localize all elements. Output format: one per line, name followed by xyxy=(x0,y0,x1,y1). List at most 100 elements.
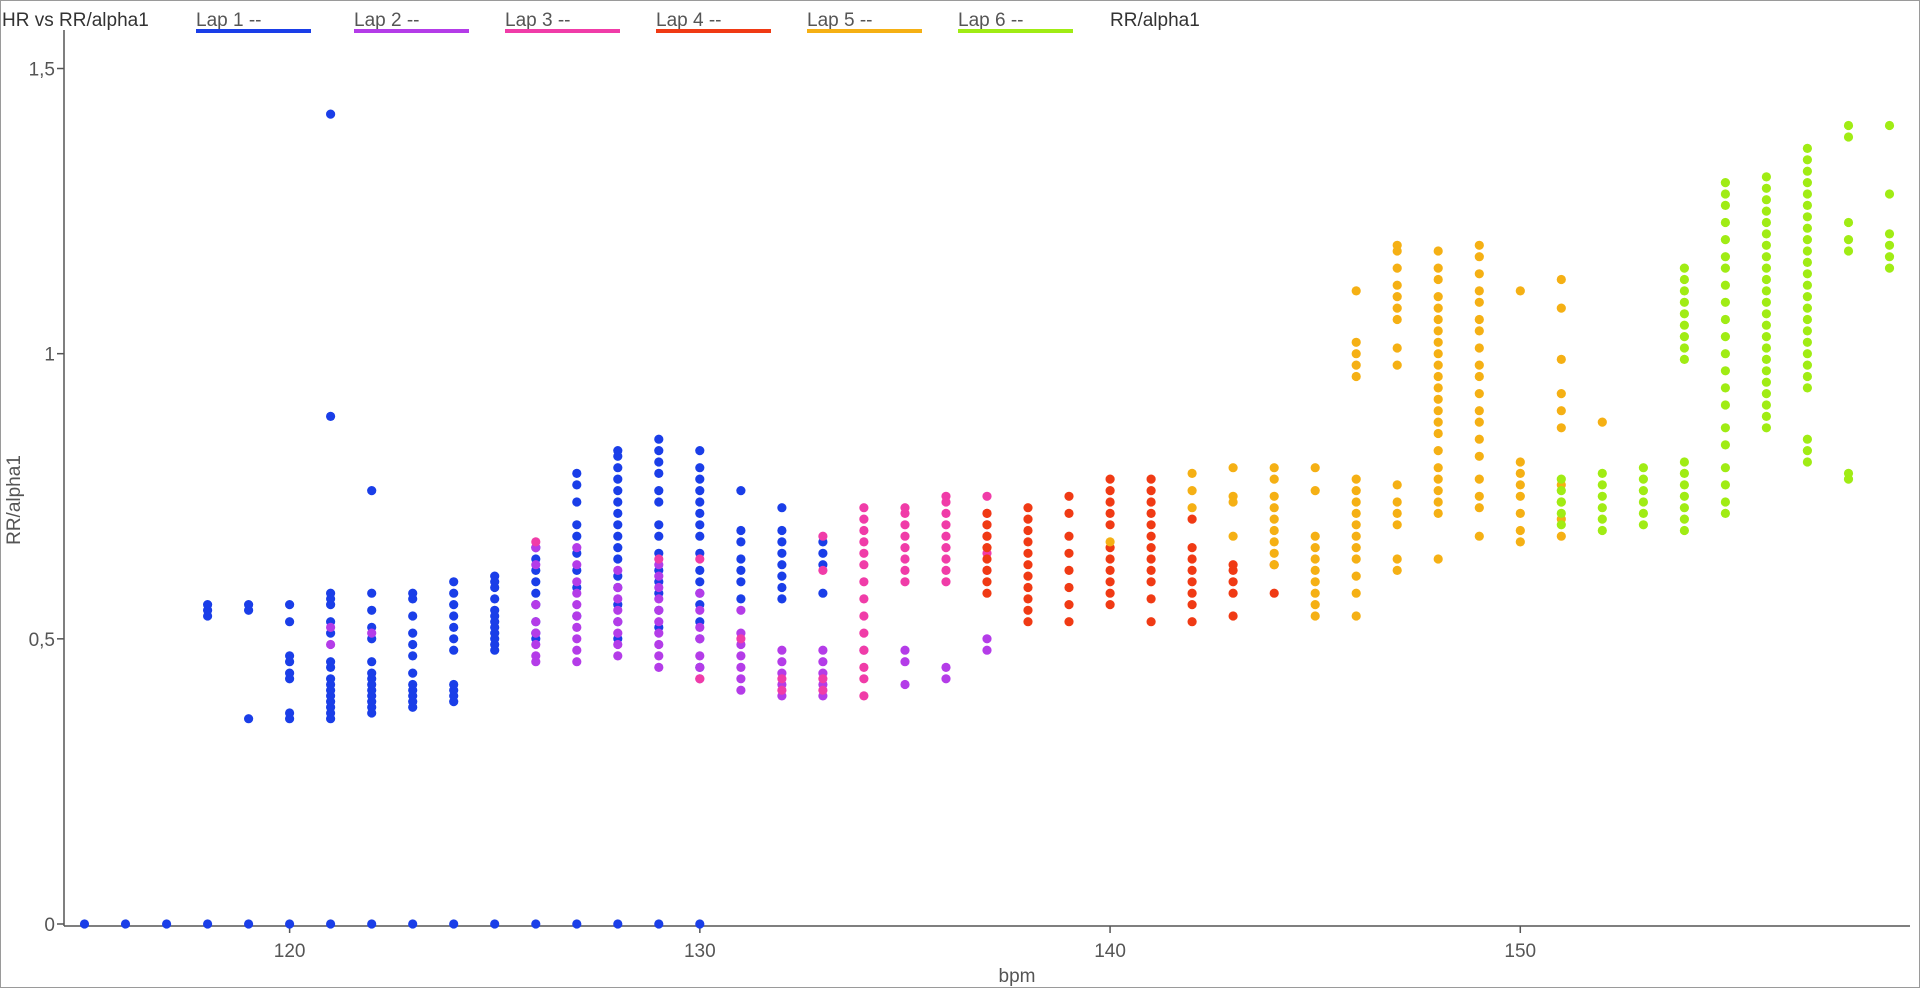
data-point xyxy=(326,919,336,929)
data-point xyxy=(1433,406,1443,416)
data-point xyxy=(654,617,664,627)
data-point xyxy=(1474,314,1484,325)
data-point xyxy=(449,679,459,690)
data-point xyxy=(695,577,705,587)
data-point xyxy=(449,622,459,633)
data-point xyxy=(1064,565,1074,576)
data-point xyxy=(449,919,459,929)
legend-item-lap-2[interactable]: Lap 2 -- xyxy=(354,10,420,31)
data-point xyxy=(367,668,377,678)
data-point xyxy=(1187,554,1197,564)
data-point xyxy=(1433,326,1443,336)
data-point xyxy=(1802,360,1812,370)
series-lap-3 xyxy=(531,491,992,701)
data-point xyxy=(531,919,541,929)
data-point xyxy=(1474,371,1484,382)
legend-item-lap-3[interactable]: Lap 3 -- xyxy=(505,10,571,31)
data-point xyxy=(1146,531,1156,541)
data-point xyxy=(1474,343,1484,353)
data-point xyxy=(1720,252,1730,262)
data-point xyxy=(1023,525,1033,536)
data-point xyxy=(1351,543,1361,553)
data-point xyxy=(1597,480,1607,490)
data-point xyxy=(572,657,582,667)
data-point xyxy=(982,565,992,576)
data-point xyxy=(777,685,787,695)
data-point xyxy=(1638,520,1648,530)
legend-item-lap-4[interactable]: Lap 4 -- xyxy=(656,10,722,31)
data-point xyxy=(1679,503,1689,513)
data-point xyxy=(818,588,828,598)
data-point xyxy=(1351,337,1361,347)
data-point xyxy=(1187,565,1197,576)
data-point xyxy=(1433,486,1443,496)
data-point xyxy=(1351,360,1361,370)
data-point xyxy=(285,600,295,610)
data-point xyxy=(79,919,90,929)
data-point xyxy=(572,560,582,570)
data-point xyxy=(1146,520,1156,530)
data-point xyxy=(1761,343,1771,353)
data-point xyxy=(1556,486,1566,496)
data-point xyxy=(1351,531,1361,541)
data-point xyxy=(900,554,910,564)
data-point xyxy=(982,588,992,598)
data-point xyxy=(1228,463,1238,473)
data-point xyxy=(408,919,418,929)
data-point xyxy=(654,468,664,478)
data-point xyxy=(1105,600,1115,610)
data-point xyxy=(1310,577,1320,587)
data-point xyxy=(326,588,336,598)
data-point xyxy=(1761,400,1771,410)
data-point xyxy=(941,531,951,541)
data-point xyxy=(1064,617,1074,627)
data-point xyxy=(900,520,910,530)
data-point xyxy=(203,919,213,929)
data-point xyxy=(654,662,664,673)
data-point xyxy=(1187,617,1197,627)
data-point xyxy=(859,577,869,587)
data-point xyxy=(736,565,746,576)
data-point xyxy=(777,548,787,558)
data-point xyxy=(162,919,172,929)
data-point xyxy=(1433,349,1443,359)
data-point xyxy=(203,600,213,610)
data-point xyxy=(859,645,869,655)
data-point xyxy=(1720,400,1730,410)
series-lap-4 xyxy=(982,474,1279,627)
legend-item-lap-1[interactable]: Lap 1 -- xyxy=(196,10,262,31)
data-point xyxy=(1105,497,1115,507)
data-point xyxy=(1720,235,1730,245)
data-point xyxy=(1310,543,1320,553)
data-point xyxy=(1761,423,1771,433)
data-point xyxy=(1802,235,1812,245)
legend-item-lap-6[interactable]: Lap 6 -- xyxy=(958,10,1024,31)
data-point xyxy=(859,628,869,638)
data-point xyxy=(1802,446,1812,456)
data-point xyxy=(1761,263,1771,273)
data-point xyxy=(1433,428,1443,439)
data-point xyxy=(859,525,869,536)
data-point xyxy=(1351,286,1361,296)
data-point xyxy=(613,543,623,553)
data-point xyxy=(1679,514,1689,524)
data-point xyxy=(1515,491,1525,501)
data-point xyxy=(654,554,664,564)
data-point xyxy=(1392,240,1402,250)
data-point xyxy=(736,651,746,661)
data-point xyxy=(1761,217,1771,228)
data-point xyxy=(1884,189,1895,199)
data-point xyxy=(818,645,828,655)
data-point xyxy=(1269,463,1279,473)
legend-item-rr-alpha1[interactable]: RR/alpha1 xyxy=(1110,10,1200,31)
data-point xyxy=(818,674,828,684)
data-point xyxy=(695,474,705,484)
data-point xyxy=(1433,554,1443,564)
data-point xyxy=(1351,554,1361,564)
data-point xyxy=(1556,520,1566,530)
legend-item-lap-5[interactable]: Lap 5 -- xyxy=(807,10,873,31)
data-point xyxy=(613,582,623,593)
data-point xyxy=(900,645,910,655)
legend-swatch xyxy=(196,29,311,33)
data-point xyxy=(1802,371,1812,382)
